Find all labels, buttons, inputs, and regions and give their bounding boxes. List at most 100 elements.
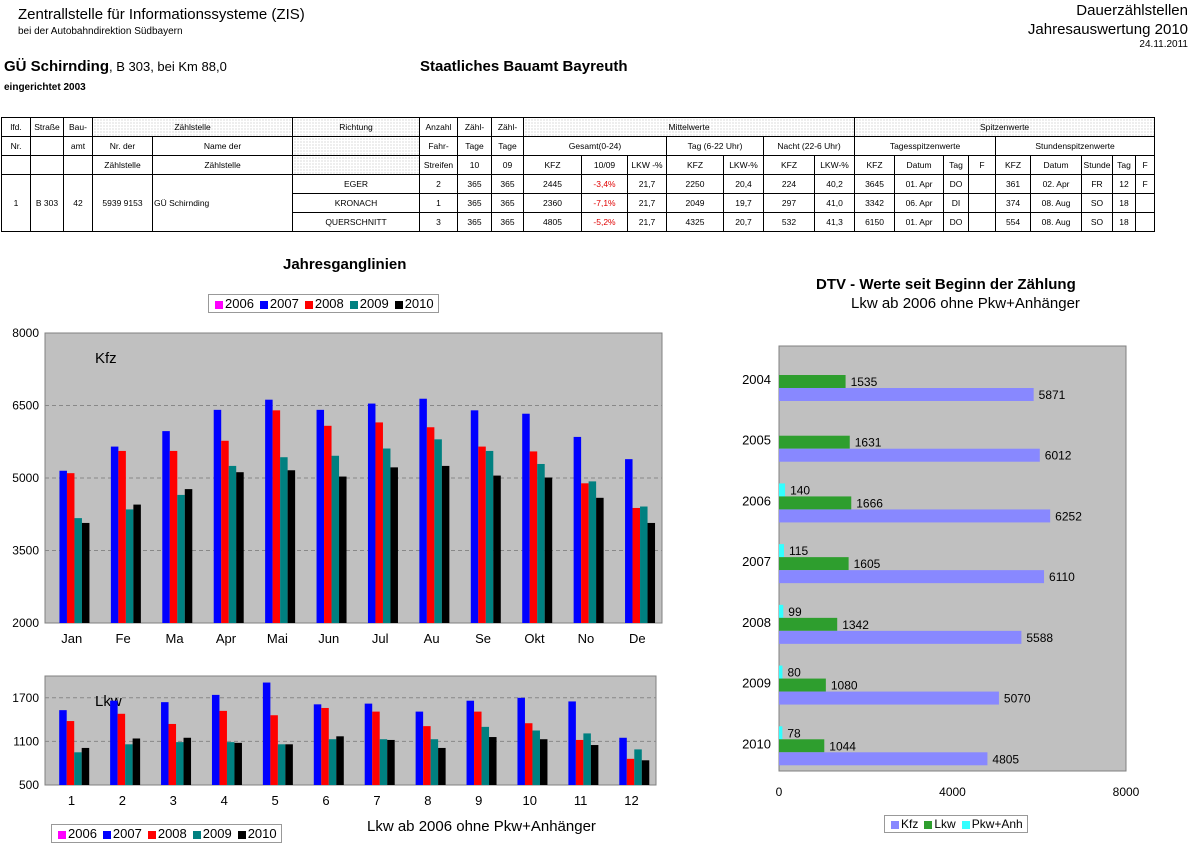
data-label: 5070 [1004,692,1031,706]
bar-2007-4 [211,694,220,785]
legend-swatch-2006 [58,830,66,839]
bar-kfz-2004 [779,388,1034,401]
bar-2007-7 [364,703,373,785]
bar-2007-Jul [367,403,376,623]
y-tick-label: 500 [19,778,39,792]
bar-2007-6 [313,704,322,785]
bar-pkwanh-2008 [779,604,784,618]
cell-lkwp: 21,7 [627,193,668,213]
cell-ts-f [968,174,997,194]
bar-2010-8 [438,747,446,785]
bar-2009-Jun [331,455,340,623]
bar-2008-6 [321,707,329,785]
cell-streifen: 3 [419,212,459,232]
bar-2009-No [588,481,597,623]
x-tick-label: 1 [68,793,75,808]
cell-nr: 5939 9153 [92,174,153,232]
y-tick-label: 2006 [742,493,771,508]
bar-2007-12 [619,737,627,785]
data-label: 80 [787,666,801,680]
bar-2007-1 [59,710,67,785]
bar-2010-Se [493,475,501,623]
bar-2010-Apr [236,472,244,623]
x-tick-label: Se [475,631,491,646]
cell-lfd: 1 [1,174,31,232]
cell-t10: 365 [457,193,493,213]
bar-2009-9 [481,726,490,785]
bar-2009-Okt [537,463,545,623]
bar-2007-No [573,436,582,623]
bar-2007-Apr [213,409,222,623]
col-zaehl-09: Zähl- [491,117,525,137]
col-ts-datum: Datum [894,155,945,175]
cell-kfz: 2445 [523,174,583,194]
kfz-monthly-chart: 2000 3500 5000 6500 8000 Kfz Jan Fe Ma Apr Mai Jun J… [12,326,663,646]
col-nacht-kfz: KFZ [763,155,816,175]
bar-2007-Ma [162,431,170,623]
col-ss-tag: Tag [1112,155,1137,175]
org-name: Zentrallstelle für Informationssysteme (… [18,6,305,23]
bar-2009-11 [583,733,591,785]
y-tick-label: 2010 [742,736,771,751]
col-zaehl-10: Zähl- [457,117,493,137]
station-info: , B 303, bei Km 88,0 [109,59,227,74]
bar-2009-Fe [125,509,134,623]
cell-tag-lkw: 20,4 [723,174,765,194]
y-tick-label: 1700 [12,691,39,705]
y-tick-label: 2007 [742,554,771,569]
blank [30,155,64,175]
x-tick-label: 4 [221,793,228,808]
x-tick-label: Okt [524,631,545,646]
bar-2010-7 [387,739,395,785]
bar-2010-No [596,497,604,623]
dtv-chart-legend: Kfz Lkw Pkw+Anh [884,815,1028,833]
cell-ts-f [968,212,997,232]
bar-2007-Jan [59,470,67,623]
bar-2007-2 [110,700,118,785]
cell-ss-f [1135,212,1156,232]
cell-t09: 365 [491,174,525,194]
kfz-chart-legend: 2006 2007 2008 2009 2010 [208,294,439,313]
bar-2008-Jan [66,473,75,623]
col-ss-kfz: KFZ [995,155,1032,175]
col-ts-kfz: KFZ [854,155,896,175]
col-tagesspitzen: Tagesspitzenwerte [854,136,997,156]
cell-richtung: EGER [292,174,421,194]
counting-station-table: lfd. Straße Bau- Zählstelle Richtung Anz… [1,117,1156,232]
col-nacht: Nacht (22-6 Uhr) [763,136,856,156]
bar-2008-Se [478,446,486,623]
legend-swatch-2007 [259,300,268,309]
lkw-footnote: Lkw ab 2006 ohne Pkw+Anhänger [367,818,596,835]
cell-lkwp: 21,7 [627,212,668,232]
y-tick-label: 2000 [12,616,39,630]
col-zaehlstelle: Zählstelle [91,117,294,137]
cell-nacht-kfz: 297 [763,193,816,213]
x-tick-label: Mai [267,631,288,646]
cell-diff: -7,1% [581,193,629,213]
cell-ss-kfz: 554 [995,212,1032,232]
cell-nacht-kfz: 224 [763,174,816,194]
bar-2010-Jan [81,522,90,623]
bar-2008-5 [270,715,278,785]
col-tage-10: Tage [457,136,493,156]
col-ts-tag: Tag [943,155,970,175]
blank [30,136,64,156]
x-tick-label: 5 [272,793,279,808]
cell-ss-kfz: 374 [995,193,1032,213]
bar-2010-Jun [339,476,347,623]
right-chart-subtitle: Lkw ab 2006 ohne Pkw+Anhänger [851,295,1080,312]
legend-swatch-2009 [349,300,358,309]
table-header-row-2: Nr. amt Nr. der Name der Fahr- Tage Tage… [1,136,1156,156]
cell-richtung: KRONACH [292,193,421,213]
legend-swatch-2007 [102,830,111,839]
bar-2009-5 [277,744,286,785]
cell-t10: 365 [457,174,493,194]
col-ss-datum: Datum [1030,155,1083,175]
bar-2007-11 [568,701,576,785]
legend-swatch-2008 [147,830,156,839]
bar-2008-Jun [324,425,332,623]
col-tag-lkw-pct: LKW-% [723,155,765,175]
cell-diff: -5,2% [581,212,629,232]
y-tick-label: 2008 [742,615,771,630]
